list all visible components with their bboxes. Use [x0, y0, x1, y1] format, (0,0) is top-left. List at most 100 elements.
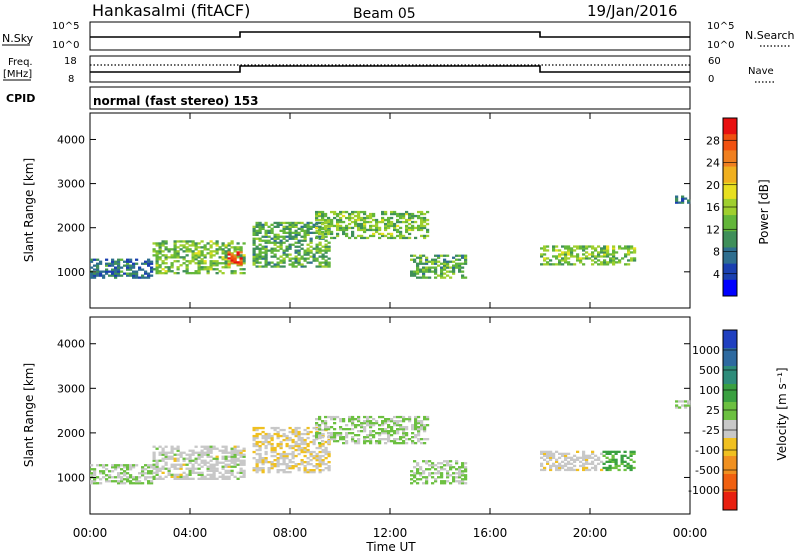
echo-cell [239, 259, 243, 262]
echo-cell [330, 236, 334, 240]
echo-cell [126, 260, 130, 263]
echo-cell [203, 266, 207, 269]
echo-cell [434, 464, 438, 467]
echo-cell [633, 259, 637, 262]
echo-cell [185, 473, 189, 476]
echo-cell [273, 463, 277, 466]
echo-cell [402, 415, 406, 419]
echo-cell [440, 476, 444, 479]
echo-cell [327, 224, 331, 228]
echo-cell [558, 462, 562, 465]
echo-cell [215, 240, 219, 243]
x-axis-label: Time UT [365, 540, 416, 554]
echo-cell [369, 422, 373, 425]
echo-cell [632, 450, 636, 453]
echo-cell [440, 266, 444, 269]
echo-cell [543, 247, 547, 250]
echo-cell [426, 222, 430, 226]
echo-cell [264, 444, 268, 448]
echo-cell [420, 422, 424, 425]
echo-cell [449, 276, 453, 279]
echo-cell [297, 444, 301, 448]
echo-cell [437, 476, 441, 479]
echo-cell [288, 233, 292, 236]
echo-cell [375, 420, 379, 423]
echo-cell [366, 436, 370, 439]
echo-cell [155, 266, 159, 269]
echo-cell [458, 470, 462, 473]
echo-cell [564, 255, 568, 258]
echo-cell [279, 229, 283, 232]
echo-cell [200, 250, 204, 253]
echo-cell [255, 452, 259, 456]
echo-cell [264, 235, 268, 238]
echo-cell [321, 222, 325, 226]
echo-cell [363, 224, 367, 228]
echo-cell [209, 244, 213, 247]
echo-cell [321, 450, 325, 454]
echo-cell [224, 475, 228, 478]
echo-cell [354, 440, 358, 443]
echo-cell [381, 220, 385, 224]
echo-cell [155, 244, 159, 247]
echo-cell [321, 226, 325, 230]
echo-cell [378, 442, 382, 445]
echo-cell [285, 235, 289, 238]
echo-cell [182, 240, 186, 243]
echo-cell [396, 220, 400, 224]
echo-cell [117, 266, 121, 269]
echo-cell [164, 270, 168, 273]
echo-cell [555, 263, 559, 266]
echo-cell [423, 424, 427, 427]
echo-cell [333, 224, 337, 228]
echo-cell [273, 255, 277, 258]
echo-cell [197, 252, 201, 255]
cpid-text: normal (fast stereo) 153 [93, 94, 259, 108]
echo-cell [327, 249, 331, 252]
echo-cell [194, 256, 198, 259]
echo-cell [138, 472, 142, 475]
echo-cell [446, 262, 450, 265]
echo-cell [273, 432, 277, 436]
echo-cell [446, 264, 450, 267]
echo-cell [567, 249, 571, 252]
colorbar-swatch [723, 348, 737, 367]
echo-cell [414, 424, 418, 427]
echo-cell [173, 248, 177, 251]
echo-cell [611, 466, 615, 470]
echo-cell [396, 442, 400, 445]
echo-cell [276, 434, 280, 438]
echo-cell [267, 239, 271, 242]
echo-cell [630, 251, 634, 254]
echo-cell [443, 254, 447, 257]
echo-cell [309, 255, 313, 258]
echo-cell [440, 270, 444, 273]
echo-cell [390, 236, 394, 240]
echo-cell [194, 244, 198, 247]
echo-cell [276, 459, 280, 462]
echo-cell [273, 253, 277, 256]
echo-cell [387, 426, 391, 429]
echo-cell [255, 221, 259, 225]
echo-cell [147, 480, 151, 483]
echo-cell [558, 468, 562, 472]
echo-cell [279, 255, 283, 258]
echo-cell [200, 455, 204, 458]
echo-cell [428, 460, 432, 463]
echo-cell [390, 212, 394, 216]
echo-cell [276, 442, 280, 446]
echo-cell [413, 254, 417, 257]
echo-cell [426, 234, 430, 238]
echo-cell [242, 463, 246, 466]
echo-cell [576, 245, 580, 248]
echo-cell [381, 232, 385, 236]
echo-cell [197, 266, 201, 269]
echo-cell [182, 246, 186, 249]
echo-cell [342, 436, 346, 439]
echo-cell [258, 225, 262, 228]
echo-cell [258, 243, 262, 246]
echo-cell [567, 251, 571, 254]
echo-cell [200, 477, 204, 480]
echo-cell [215, 248, 219, 251]
echo-cell [294, 235, 298, 238]
